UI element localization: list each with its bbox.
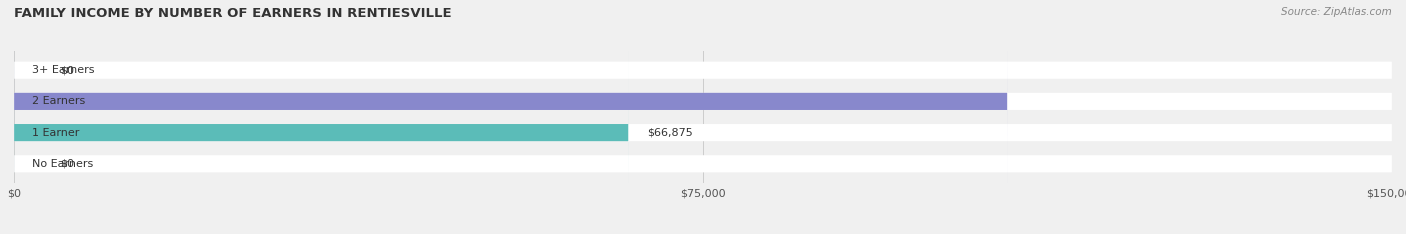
- Text: 3+ Earners: 3+ Earners: [32, 65, 96, 75]
- FancyBboxPatch shape: [14, 0, 1392, 234]
- Text: $108,125: $108,125: [1025, 96, 1078, 106]
- Text: FAMILY INCOME BY NUMBER OF EARNERS IN RENTIESVILLE: FAMILY INCOME BY NUMBER OF EARNERS IN RE…: [14, 7, 451, 20]
- FancyBboxPatch shape: [14, 0, 628, 234]
- FancyBboxPatch shape: [14, 0, 1392, 234]
- Text: $66,875: $66,875: [647, 128, 693, 138]
- Text: 2 Earners: 2 Earners: [32, 96, 86, 106]
- FancyBboxPatch shape: [14, 0, 1392, 234]
- Text: No Earners: No Earners: [32, 159, 94, 169]
- FancyBboxPatch shape: [14, 0, 1392, 234]
- Text: $0: $0: [60, 159, 75, 169]
- Text: Source: ZipAtlas.com: Source: ZipAtlas.com: [1281, 7, 1392, 17]
- Text: $0: $0: [60, 65, 75, 75]
- FancyBboxPatch shape: [14, 0, 1007, 234]
- Text: 1 Earner: 1 Earner: [32, 128, 80, 138]
